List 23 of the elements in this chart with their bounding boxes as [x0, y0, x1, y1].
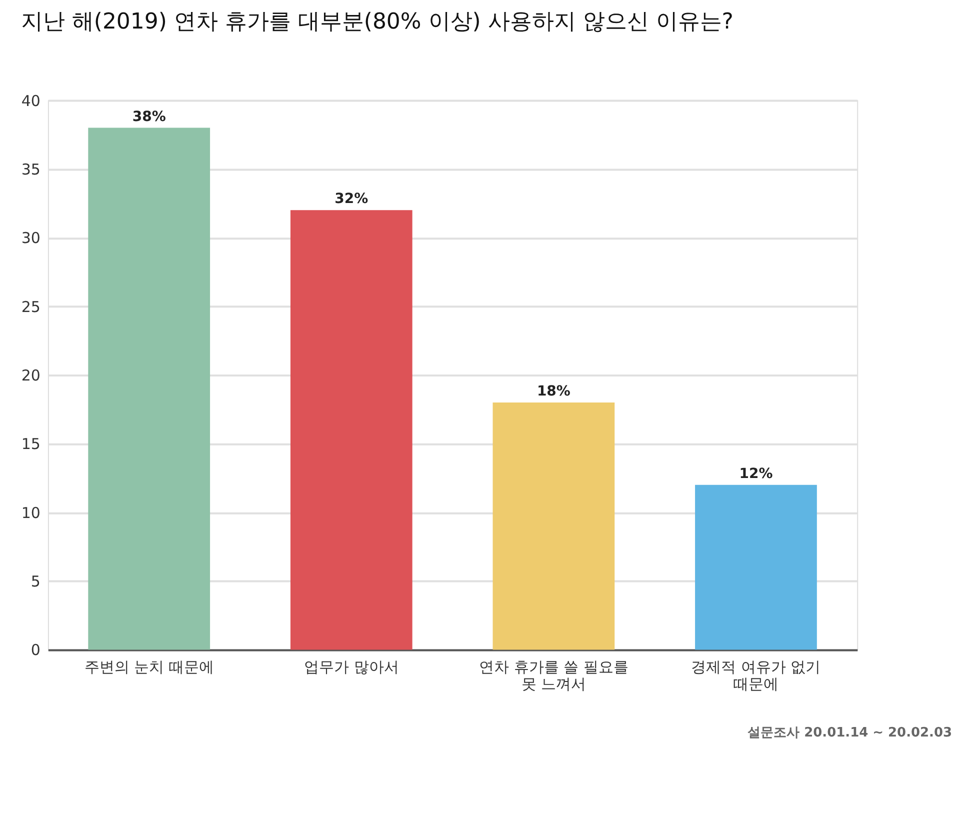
text: 설문조사 20.01.14 ~ 20.02.03: [748, 726, 952, 741]
x-tick-label: 주변의 눈치 때문에: [84, 658, 214, 676]
y-tick-label: 20: [21, 366, 40, 384]
y-tick-label: 15: [21, 435, 40, 454]
y-tick-label: 5: [30, 572, 40, 591]
data-label: 12%: [739, 466, 773, 482]
y-tick-label: 35: [21, 160, 40, 178]
y-tick-label: 40: [21, 92, 40, 110]
bar: [695, 484, 817, 650]
bar: [492, 402, 615, 650]
chart-title: 지난 해(2019) 연차 휴가를 대부분(80% 이상) 사용하지 않으신 이유는?: [20, 9, 734, 34]
data-label: 18%: [536, 383, 570, 400]
x-tick-label: 업무가 많아서: [304, 658, 399, 676]
y-tick-label: 0: [30, 641, 40, 660]
x-tick-label: 연차 휴가를 쓸 필요를 못 느껴서: [479, 658, 628, 694]
x-tick-label: 경제적 여유가 없기 때문에: [691, 658, 821, 694]
bar: [88, 128, 210, 650]
y-tick-label: 10: [21, 504, 40, 522]
data-label: 38%: [132, 108, 166, 125]
y-tick-label: 25: [21, 298, 40, 316]
bar: [290, 210, 412, 650]
data-label: 32%: [334, 191, 368, 208]
y-tick-label: 30: [21, 229, 40, 248]
